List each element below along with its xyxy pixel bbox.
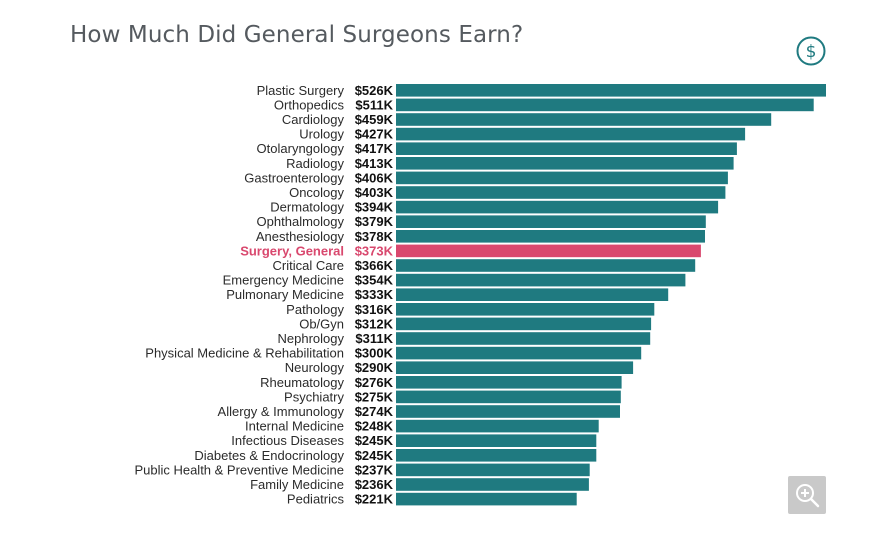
zoom-in-icon: [796, 484, 820, 508]
value-label-16: $312K: [355, 316, 394, 331]
bar-8: [396, 200, 719, 214]
bar-6: [396, 171, 728, 185]
category-label-17: Nephrology: [278, 331, 345, 346]
category-label-12: Critical Care: [272, 258, 344, 273]
category-label-16: Ob/Gyn: [299, 316, 344, 331]
value-label-0: $526K: [355, 83, 394, 98]
bar-7: [396, 186, 726, 199]
bar-9: [396, 215, 706, 228]
value-label-24: $245K: [355, 433, 394, 448]
category-label-15: Pathology: [286, 302, 344, 317]
dollar-circle-icon[interactable]: $: [795, 35, 827, 67]
value-label-11: $373K: [355, 243, 394, 258]
bar-19: [396, 361, 634, 374]
bar-21: [396, 390, 621, 404]
bar-22: [396, 405, 620, 418]
bar-23: [396, 419, 599, 433]
bar-27: [396, 478, 589, 491]
value-label-22: $274K: [355, 404, 394, 419]
category-label-4: Otolaryngology: [257, 141, 345, 156]
value-label-25: $245K: [355, 448, 394, 463]
value-label-19: $290K: [355, 360, 394, 375]
value-label-17: $311K: [355, 331, 393, 346]
value-label-6: $406K: [355, 170, 394, 185]
category-label-0: Plastic Surgery: [257, 83, 345, 98]
value-label-21: $275K: [355, 389, 394, 404]
value-label-10: $378K: [355, 229, 394, 244]
bar-15: [396, 303, 655, 316]
value-label-26: $237K: [355, 462, 394, 477]
bar-3: [396, 127, 746, 141]
value-label-1: $511K: [355, 97, 393, 112]
bar-10: [396, 230, 705, 243]
bar-16: [396, 317, 652, 331]
value-label-27: $236K: [355, 477, 394, 492]
bar-0: [396, 84, 826, 97]
chart-title: How Much Did General Surgeons Earn?: [70, 22, 524, 48]
value-label-14: $333K: [355, 287, 394, 302]
category-label-22: Allergy & Immunology: [218, 404, 345, 419]
value-label-9: $379K: [355, 214, 394, 229]
bar-24: [396, 434, 597, 447]
value-label-8: $394K: [355, 200, 394, 215]
category-label-26: Public Health & Preventive Medicine: [134, 462, 344, 477]
category-label-19: Neurology: [285, 360, 345, 375]
category-label-14: Pulmonary Medicine: [226, 287, 344, 302]
bar-28: [396, 492, 577, 506]
category-label-18: Physical Medicine & Rehabilitation: [145, 346, 344, 361]
value-label-18: $300K: [355, 346, 394, 361]
category-label-11: Surgery, General: [240, 243, 344, 258]
category-label-1: Orthopedics: [274, 97, 345, 112]
bar-4: [396, 142, 737, 155]
category-label-7: Oncology: [289, 185, 344, 200]
value-label-15: $316K: [355, 302, 394, 317]
svg-text:$: $: [806, 42, 817, 62]
value-label-13: $354K: [355, 273, 394, 288]
value-label-23: $248K: [355, 419, 394, 434]
value-label-2: $459K: [355, 112, 394, 127]
category-label-25: Diabetes & Endocrinology: [194, 448, 344, 463]
category-label-28: Pediatrics: [287, 492, 345, 507]
bar-20: [396, 376, 622, 389]
value-label-4: $417K: [355, 141, 394, 156]
value-label-7: $403K: [355, 185, 394, 200]
category-label-3: Urology: [299, 127, 344, 142]
category-label-20: Rheumatology: [260, 375, 344, 390]
value-label-20: $276K: [355, 375, 394, 390]
bar-25: [396, 449, 597, 462]
category-label-21: Psychiatry: [284, 389, 344, 404]
category-label-9: Ophthalmology: [257, 214, 345, 229]
bar-2: [396, 113, 772, 126]
category-label-6: Gastroenterology: [244, 170, 344, 185]
category-label-2: Cardiology: [282, 112, 345, 127]
category-label-10: Anesthesiology: [256, 229, 345, 244]
bar-12: [396, 259, 696, 272]
value-label-28: $221K: [355, 492, 394, 507]
bar-13: [396, 273, 686, 287]
category-label-13: Emergency Medicine: [223, 273, 344, 288]
value-label-5: $413K: [355, 156, 394, 171]
category-label-27: Family Medicine: [250, 477, 344, 492]
category-label-24: Infectious Diseases: [231, 433, 344, 448]
value-label-12: $366K: [355, 258, 394, 273]
bar-17: [396, 332, 651, 345]
bar-26: [396, 463, 590, 477]
value-label-3: $427K: [355, 127, 394, 142]
category-label-8: Dermatology: [270, 200, 344, 215]
category-label-5: Radiology: [286, 156, 344, 171]
bar-1: [396, 98, 814, 112]
category-label-23: Internal Medicine: [245, 419, 344, 434]
bar-14: [396, 288, 669, 301]
bar-11: [396, 244, 701, 258]
bar-18: [396, 346, 642, 360]
bar-5: [396, 157, 734, 170]
zoom-in-button[interactable]: [788, 476, 826, 514]
